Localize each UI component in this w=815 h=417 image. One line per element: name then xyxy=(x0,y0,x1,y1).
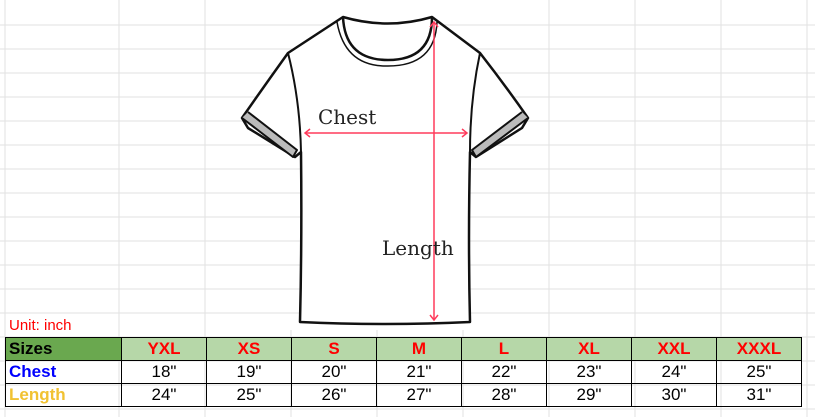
collar xyxy=(341,16,434,62)
value-cell: 21" xyxy=(376,360,462,384)
value-cell: 27" xyxy=(376,383,462,407)
value-cell: 25" xyxy=(716,360,802,384)
size-cell: XXXL xyxy=(716,337,802,361)
table-row-sizes: Sizes YXL XS S M L XL XXL XXXL xyxy=(5,337,802,361)
size-cell: XL xyxy=(546,337,632,361)
value-cell: 20" xyxy=(291,360,377,384)
value-cell: 22" xyxy=(461,360,547,384)
size-cell: M xyxy=(376,337,462,361)
right-cuff xyxy=(471,111,529,158)
size-cell: XS xyxy=(206,337,292,361)
tshirt-diagram: Chest Length xyxy=(240,15,530,326)
chest-label: Chest xyxy=(318,105,376,129)
size-chart-table: Sizes YXL XS S M L XL XXL XXXL Chest 18"… xyxy=(5,337,802,407)
row-label: Chest xyxy=(5,360,122,384)
sizes-header: Sizes xyxy=(5,337,122,361)
size-cell: XXL xyxy=(631,337,717,361)
value-cell: 30" xyxy=(631,383,717,407)
value-cell: 25" xyxy=(206,383,292,407)
tshirt-body xyxy=(240,15,530,326)
value-cell: 28" xyxy=(461,383,547,407)
value-cell: 19" xyxy=(206,360,292,384)
size-cell: S xyxy=(291,337,377,361)
value-cell: 24" xyxy=(121,383,207,407)
unit-label: Unit: inch xyxy=(9,317,72,334)
length-label: Length xyxy=(382,236,454,260)
table-row-length: Length 24" 25" 26" 27" 28" 29" 30" 31" xyxy=(5,383,802,407)
row-label: Length xyxy=(5,383,122,407)
table-row-chest: Chest 18" 19" 20" 21" 22" 23" 24" 25" xyxy=(5,360,802,384)
value-cell: 29" xyxy=(546,383,632,407)
value-cell: 24" xyxy=(631,360,717,384)
value-cell: 31" xyxy=(716,383,802,407)
value-cell: 23" xyxy=(546,360,632,384)
left-cuff xyxy=(241,111,298,158)
size-cell: YXL xyxy=(121,337,207,361)
size-cell: L xyxy=(461,337,547,361)
value-cell: 26" xyxy=(291,383,377,407)
value-cell: 18" xyxy=(121,360,207,384)
